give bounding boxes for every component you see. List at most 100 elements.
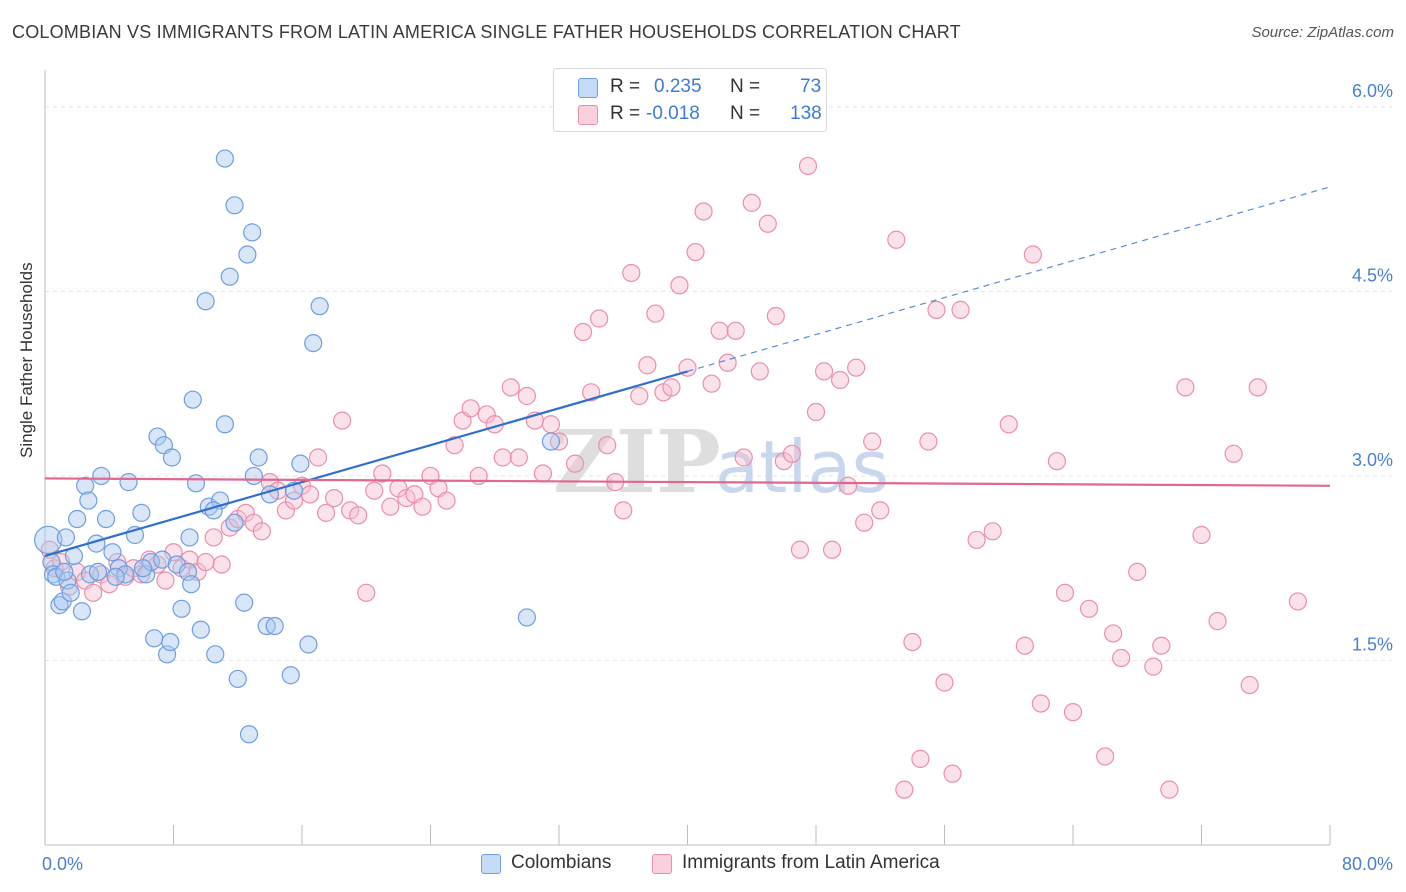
data-point (308, 448, 328, 467)
data-point (702, 374, 721, 393)
data-point (1224, 444, 1243, 463)
data-point (622, 263, 641, 283)
data-point (100, 575, 119, 594)
data-point (79, 491, 98, 510)
data-point (662, 378, 681, 397)
data-point (284, 491, 304, 510)
data-point (212, 555, 231, 574)
blue-series-points (34, 149, 561, 744)
data-point (316, 503, 336, 522)
data-point (186, 474, 206, 493)
data-point (349, 506, 368, 525)
tick-labels: 1.5% 3.0% 4.5% 6.0% 0.0% 80.0% (42, 81, 1393, 874)
y-tick-label: 1.5% (1352, 634, 1393, 654)
bottom-legend-label: Colombians (511, 852, 612, 873)
data-point (710, 321, 729, 340)
data-point (204, 528, 223, 547)
data-point (445, 436, 464, 455)
data-point (517, 608, 536, 627)
data-point (517, 386, 536, 406)
data-point (598, 436, 617, 455)
data-point (1023, 245, 1042, 264)
data-point (1063, 703, 1083, 722)
data-point (373, 464, 392, 483)
data-point (180, 528, 199, 547)
y-tick-label: 6.0% (1352, 81, 1393, 101)
bottom-swatch-pink (652, 854, 672, 874)
data-point (215, 149, 234, 168)
data-point (365, 481, 384, 500)
data-point (281, 666, 300, 685)
data-point (162, 448, 181, 467)
data-point (304, 333, 323, 353)
data-point (132, 503, 151, 522)
data-point (541, 432, 561, 451)
data-point (96, 509, 116, 529)
data-point (1248, 378, 1267, 397)
data-point (983, 522, 1002, 541)
data-point (614, 501, 633, 520)
data-point (638, 356, 657, 375)
data-point (1128, 562, 1147, 582)
data-point (895, 780, 914, 799)
data-point (839, 476, 858, 495)
data-point (413, 497, 432, 516)
axes (44, 70, 1331, 846)
data-point (1079, 599, 1099, 618)
data-point (68, 509, 87, 529)
data-point (935, 673, 954, 692)
data-point (88, 562, 108, 582)
data-point (919, 432, 938, 451)
bottom-swatch-blue (481, 854, 501, 874)
data-point (106, 567, 125, 586)
data-point (830, 370, 850, 390)
data-point (172, 599, 191, 618)
data-point (61, 583, 80, 602)
data-point (244, 466, 263, 486)
source-note: Source: ZipAtlas.com (1251, 24, 1394, 41)
data-point (501, 378, 520, 397)
data-point (758, 214, 777, 233)
data-point (1160, 780, 1179, 799)
chart-title: COLOMBIAN VS IMMIGRANTS FROM LATIN AMERI… (12, 22, 961, 42)
data-point (806, 402, 826, 422)
data-point (798, 156, 818, 176)
data-point (225, 513, 244, 532)
data-point (694, 202, 713, 221)
data-point (1288, 592, 1307, 611)
watermark: ZIP atlas (553, 412, 889, 513)
data-point (215, 415, 234, 434)
y-axis-label: Single Father Households (17, 262, 36, 458)
data-point (243, 223, 262, 242)
legend-n-value: 138 (790, 103, 822, 124)
data-point (196, 292, 215, 311)
data-point (887, 230, 906, 249)
data-point (734, 448, 753, 467)
data-point (573, 322, 593, 342)
data-point (72, 602, 92, 621)
data-point (855, 513, 874, 532)
data-point (582, 383, 601, 402)
data-point (863, 432, 882, 451)
data-point (133, 559, 153, 578)
data-point (726, 321, 745, 340)
data-point (999, 415, 1018, 434)
gridlines (45, 106, 1392, 661)
data-point (357, 583, 376, 602)
data-point (55, 562, 74, 582)
data-point (167, 555, 186, 574)
data-point (686, 242, 705, 262)
data-point (782, 444, 802, 463)
data-point (871, 501, 890, 520)
data-point (646, 304, 665, 323)
trend-line-pink (44, 477, 1331, 487)
legend-r-label: R = (610, 76, 641, 97)
data-point (76, 476, 95, 495)
data-point (590, 309, 609, 328)
data-point (84, 583, 103, 602)
data-point (822, 540, 842, 559)
data-point (718, 353, 737, 372)
legend-swatch-blue (578, 78, 598, 98)
data-point (903, 632, 922, 652)
data-point (191, 620, 210, 639)
